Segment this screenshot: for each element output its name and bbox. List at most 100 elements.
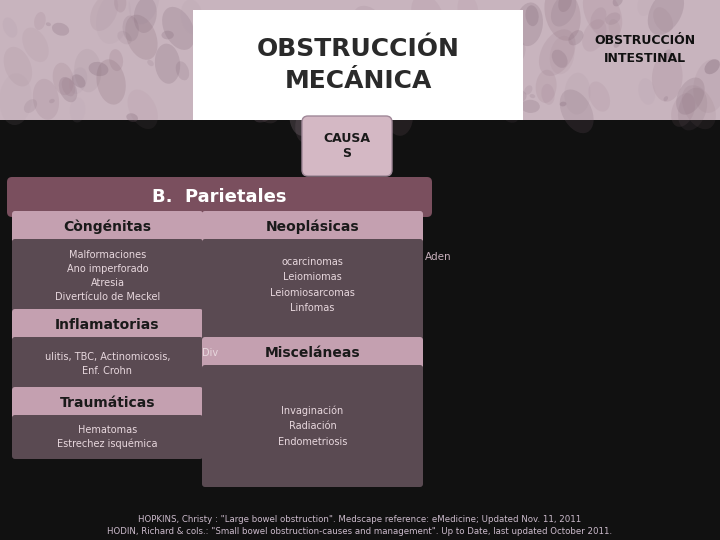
Ellipse shape (96, 59, 126, 105)
Ellipse shape (238, 44, 257, 57)
Ellipse shape (162, 7, 195, 50)
Ellipse shape (161, 31, 174, 39)
Ellipse shape (383, 89, 413, 136)
Ellipse shape (530, 94, 535, 98)
Ellipse shape (89, 62, 109, 76)
Ellipse shape (550, 36, 575, 75)
Ellipse shape (22, 28, 49, 62)
Ellipse shape (46, 22, 51, 26)
Text: OBSTRUCCIÓN
INTESTINAL: OBSTRUCCIÓN INTESTINAL (595, 35, 696, 65)
Ellipse shape (395, 52, 418, 85)
Ellipse shape (356, 61, 362, 67)
Text: B.  Parietales: B. Parietales (152, 188, 287, 206)
Ellipse shape (590, 8, 606, 30)
FancyBboxPatch shape (12, 309, 203, 341)
Ellipse shape (52, 23, 69, 36)
FancyBboxPatch shape (12, 415, 203, 459)
Text: CAUSA
S: CAUSA S (323, 132, 371, 160)
Ellipse shape (389, 71, 408, 86)
FancyBboxPatch shape (12, 239, 203, 313)
Ellipse shape (406, 22, 431, 62)
Ellipse shape (251, 76, 283, 123)
Ellipse shape (49, 99, 55, 103)
FancyBboxPatch shape (12, 211, 203, 243)
Ellipse shape (613, 42, 620, 48)
Text: Inflamatorias: Inflamatorias (55, 318, 160, 332)
Ellipse shape (388, 47, 402, 57)
Ellipse shape (403, 44, 420, 70)
Ellipse shape (461, 44, 492, 90)
Ellipse shape (109, 49, 123, 71)
Ellipse shape (246, 99, 256, 106)
Ellipse shape (193, 79, 207, 90)
Ellipse shape (491, 79, 500, 90)
Ellipse shape (359, 86, 381, 120)
Ellipse shape (90, 0, 118, 31)
Text: Invaginación
Radiación
Endometriosis: Invaginación Radiación Endometriosis (278, 405, 347, 447)
Ellipse shape (551, 0, 576, 26)
Ellipse shape (480, 90, 485, 93)
Text: Misceláneas: Misceláneas (265, 346, 360, 360)
Ellipse shape (289, 96, 314, 136)
Ellipse shape (126, 113, 138, 122)
Ellipse shape (253, 107, 272, 123)
Ellipse shape (336, 83, 351, 100)
Ellipse shape (181, 0, 203, 34)
Ellipse shape (53, 63, 73, 95)
Ellipse shape (155, 44, 180, 84)
Ellipse shape (397, 28, 408, 45)
Ellipse shape (276, 105, 289, 114)
Text: ulitis, TBC, Actinomicosis,
Enf. Crohn: ulitis, TBC, Actinomicosis, Enf. Crohn (45, 352, 170, 376)
Text: Malformaciones
Ano imperforado
Atresia
Divertículo de Meckel: Malformaciones Ano imperforado Atresia D… (55, 250, 160, 302)
Ellipse shape (541, 84, 554, 105)
Ellipse shape (325, 45, 354, 91)
Text: Aden: Aden (425, 252, 451, 262)
Ellipse shape (552, 50, 567, 68)
Ellipse shape (3, 17, 17, 38)
FancyBboxPatch shape (12, 337, 203, 391)
Ellipse shape (608, 19, 621, 37)
Ellipse shape (127, 90, 158, 129)
Ellipse shape (336, 46, 373, 97)
FancyBboxPatch shape (202, 211, 423, 243)
FancyBboxPatch shape (302, 116, 392, 176)
FancyBboxPatch shape (193, 10, 523, 120)
Ellipse shape (402, 11, 422, 24)
Text: HOPKINS, Christy : "Large bowel obstruction". Medscape reference: eMedicine; Upd: HOPKINS, Christy : "Large bowel obstruct… (138, 516, 582, 524)
Ellipse shape (295, 94, 331, 144)
Ellipse shape (253, 24, 274, 55)
Ellipse shape (559, 90, 593, 133)
Ellipse shape (288, 55, 294, 59)
Ellipse shape (613, 0, 623, 6)
Ellipse shape (682, 85, 716, 129)
Ellipse shape (411, 0, 445, 41)
Ellipse shape (606, 12, 621, 25)
Ellipse shape (359, 15, 388, 61)
Ellipse shape (678, 87, 707, 131)
Ellipse shape (34, 12, 45, 30)
Ellipse shape (559, 102, 567, 106)
Ellipse shape (194, 104, 202, 109)
Ellipse shape (212, 46, 226, 56)
Ellipse shape (282, 101, 296, 114)
Ellipse shape (147, 60, 154, 66)
Ellipse shape (356, 104, 370, 114)
Ellipse shape (134, 0, 157, 33)
Ellipse shape (294, 93, 300, 98)
Ellipse shape (544, 0, 580, 41)
Ellipse shape (583, 0, 622, 39)
Ellipse shape (70, 97, 86, 123)
Ellipse shape (69, 68, 87, 94)
Ellipse shape (33, 79, 59, 120)
Text: Còngénitas: Còngénitas (63, 220, 151, 234)
Ellipse shape (458, 78, 482, 115)
Text: Div: Div (202, 348, 218, 358)
FancyBboxPatch shape (202, 365, 423, 487)
Ellipse shape (351, 6, 390, 56)
Ellipse shape (495, 71, 513, 85)
Ellipse shape (335, 15, 341, 22)
Ellipse shape (318, 11, 338, 38)
Ellipse shape (558, 0, 572, 12)
Text: Neoplásicas: Neoplásicas (266, 220, 359, 234)
Ellipse shape (72, 75, 86, 88)
